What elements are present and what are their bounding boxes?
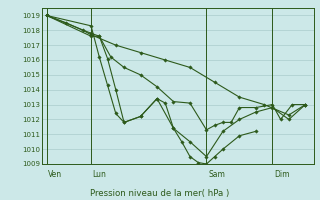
Text: Lun: Lun xyxy=(93,170,107,179)
Text: Sam: Sam xyxy=(208,170,225,179)
Text: Pression niveau de la mer( hPa ): Pression niveau de la mer( hPa ) xyxy=(90,189,230,198)
Text: Dim: Dim xyxy=(274,170,290,179)
Text: Ven: Ven xyxy=(48,170,62,179)
